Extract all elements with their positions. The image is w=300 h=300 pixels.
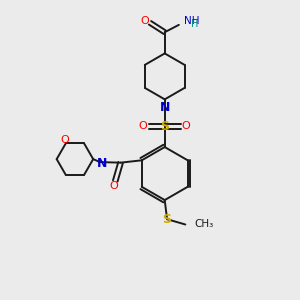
Text: O: O (110, 181, 118, 191)
Text: NH: NH (184, 16, 200, 26)
Text: O: O (60, 135, 69, 146)
Text: CH₃: CH₃ (195, 220, 214, 230)
Text: H: H (191, 19, 199, 29)
Text: O: O (182, 122, 190, 131)
Text: O: O (140, 16, 149, 26)
Text: O: O (139, 122, 148, 131)
Text: S: S (163, 213, 172, 226)
Text: N: N (97, 157, 107, 170)
Text: S: S (160, 120, 169, 133)
Text: N: N (160, 101, 170, 114)
